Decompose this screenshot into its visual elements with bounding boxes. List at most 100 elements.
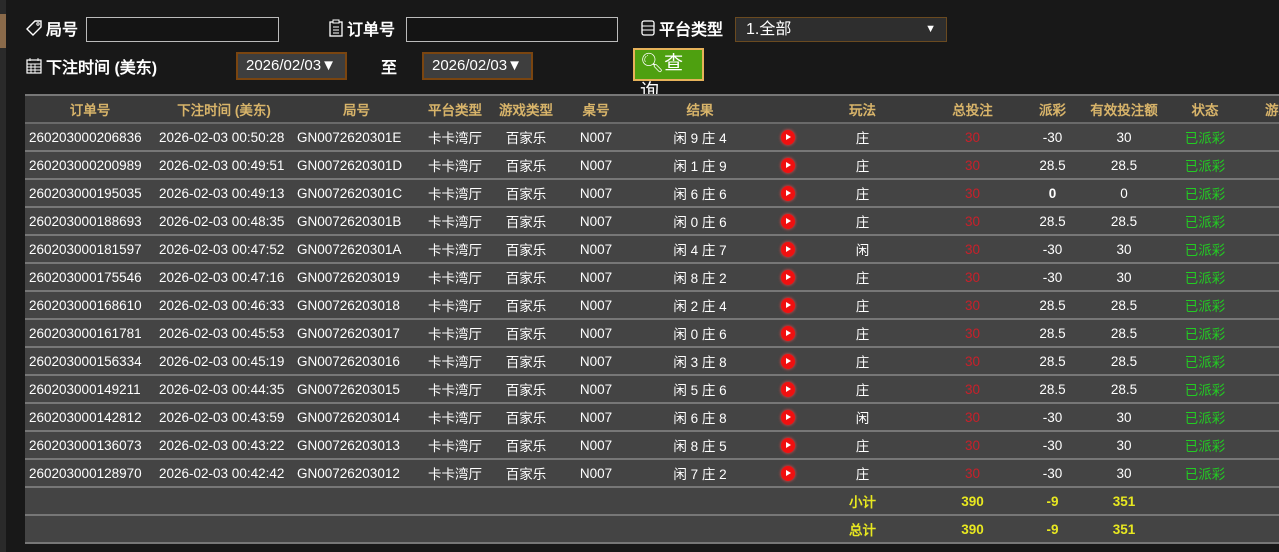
cell-valid-bet: 28.5 bbox=[1080, 207, 1168, 236]
cell-round-no: GN00726203014 bbox=[293, 403, 420, 432]
cell-bet-type: 庄 bbox=[805, 459, 920, 488]
play-video-icon[interactable] bbox=[780, 157, 795, 173]
cell-valid-bet: 28.5 bbox=[1080, 319, 1168, 348]
play-video-icon[interactable] bbox=[780, 381, 795, 397]
cell-bet-time: 2026-02-03 00:45:53 bbox=[155, 319, 293, 348]
subtotal-label: 小计 bbox=[805, 487, 920, 516]
cell-round-no: GN0072620301E bbox=[293, 123, 420, 152]
cell-video bbox=[770, 263, 805, 292]
cell-order-no: 260203000128970 bbox=[25, 459, 155, 488]
cell-total-bet: 30 bbox=[920, 403, 1025, 432]
cell-payout: 28.5 bbox=[1025, 207, 1080, 236]
cell-game-type: 百家乐 bbox=[490, 263, 562, 292]
cell-total-bet: 30 bbox=[920, 263, 1025, 292]
table-header: 订单号 下注时间 (美东) 局号 平台类型 游戏类型 桌号 结果 玩法 总投注 派彩 有效投注额 状态… bbox=[25, 94, 1279, 124]
header-video bbox=[770, 94, 805, 124]
cell-table-no: N007 bbox=[562, 459, 630, 488]
cell-round-no: GN00726203013 bbox=[293, 431, 420, 460]
table-row: 260203000188693 2026-02-03 00:48:35 GN0072… bbox=[25, 207, 1279, 236]
cell-payout: -30 bbox=[1025, 459, 1080, 488]
cell-game bbox=[1242, 123, 1279, 152]
table-row: 260203000195035 2026-02-03 00:49:13 GN0072… bbox=[25, 179, 1279, 208]
cell-payout: 28.5 bbox=[1025, 375, 1080, 404]
cell-result: 闲 8 庄 5 bbox=[630, 431, 770, 460]
cell-platform: 卡卡湾厅 bbox=[420, 263, 490, 292]
total-total-bet: 390 bbox=[920, 515, 1025, 544]
cell-status: 已派彩 bbox=[1168, 263, 1242, 292]
cell-valid-bet: 28.5 bbox=[1080, 347, 1168, 376]
cell-total-bet: 30 bbox=[920, 179, 1025, 208]
play-video-icon[interactable] bbox=[780, 185, 795, 201]
header-valid-bet: 有效投注额 bbox=[1080, 94, 1168, 124]
empty-cell bbox=[770, 515, 805, 544]
empty-cell bbox=[420, 515, 490, 544]
play-video-icon[interactable] bbox=[780, 437, 795, 453]
play-video-icon[interactable] bbox=[780, 297, 795, 313]
play-video-icon[interactable] bbox=[780, 129, 795, 145]
cell-result: 闲 6 庄 6 bbox=[630, 179, 770, 208]
cell-video bbox=[770, 235, 805, 264]
chevron-down-icon: ▼ bbox=[925, 23, 936, 35]
cell-round-no: GN00726203018 bbox=[293, 291, 420, 320]
platform-select[interactable]: 1.全部 ▼ bbox=[735, 17, 947, 42]
cell-video bbox=[770, 403, 805, 432]
round-input[interactable] bbox=[86, 17, 279, 42]
cell-game bbox=[1242, 263, 1279, 292]
cell-bet-time: 2026-02-03 00:47:52 bbox=[155, 235, 293, 264]
cell-bet-type: 庄 bbox=[805, 263, 920, 292]
search-icon: 🔍︎ bbox=[640, 53, 665, 74]
cell-round-no: GN0072620301C bbox=[293, 179, 420, 208]
cell-game bbox=[1242, 291, 1279, 320]
empty-cell bbox=[630, 515, 770, 544]
cell-round-no: GN0072620301A bbox=[293, 235, 420, 264]
cell-round-no: GN0072620301D bbox=[293, 151, 420, 180]
date-from-picker[interactable]: 2026/02/03▼ bbox=[236, 52, 347, 80]
header-platform: 平台类型 bbox=[420, 94, 490, 124]
subtotal-payout: -9 bbox=[1025, 487, 1080, 516]
cell-status: 已派彩 bbox=[1168, 459, 1242, 488]
cell-payout: -30 bbox=[1025, 123, 1080, 152]
empty-cell bbox=[490, 487, 562, 516]
empty-cell bbox=[293, 515, 420, 544]
header-round-no: 局号 bbox=[293, 94, 420, 124]
cell-bet-time: 2026-02-03 00:43:59 bbox=[155, 403, 293, 432]
cell-bet-time: 2026-02-03 00:45:19 bbox=[155, 347, 293, 376]
play-video-icon[interactable] bbox=[780, 465, 795, 481]
play-video-icon[interactable] bbox=[780, 213, 795, 229]
empty-cell bbox=[630, 487, 770, 516]
play-video-icon[interactable] bbox=[780, 241, 795, 257]
cell-bet-time: 2026-02-03 00:44:35 bbox=[155, 375, 293, 404]
play-video-icon[interactable] bbox=[780, 353, 795, 369]
play-video-icon[interactable] bbox=[780, 409, 795, 425]
cell-platform: 卡卡湾厅 bbox=[420, 347, 490, 376]
play-video-icon[interactable] bbox=[780, 269, 795, 285]
total-payout: -9 bbox=[1025, 515, 1080, 544]
clipboard-icon bbox=[329, 19, 343, 37]
cell-total-bet: 30 bbox=[920, 123, 1025, 152]
cell-valid-bet: 30 bbox=[1080, 235, 1168, 264]
query-button[interactable]: 🔍︎查询 bbox=[633, 48, 704, 102]
empty-cell bbox=[1168, 515, 1242, 544]
cell-status: 已派彩 bbox=[1168, 431, 1242, 460]
cell-platform: 卡卡湾厅 bbox=[420, 459, 490, 488]
cell-payout: 28.5 bbox=[1025, 151, 1080, 180]
table-row: 260203000149211 2026-02-03 00:44:35 GN0072… bbox=[25, 375, 1279, 404]
empty-cell bbox=[155, 515, 293, 544]
server-icon bbox=[641, 20, 655, 36]
cell-result: 闲 4 庄 7 bbox=[630, 235, 770, 264]
order-input[interactable] bbox=[406, 17, 618, 42]
cell-bet-time: 2026-02-03 00:49:51 bbox=[155, 151, 293, 180]
cell-round-no: GN00726203017 bbox=[293, 319, 420, 348]
cell-game-type: 百家乐 bbox=[490, 375, 562, 404]
cell-order-no: 260203000195035 bbox=[25, 179, 155, 208]
date-to-picker[interactable]: 2026/02/03▼ bbox=[422, 52, 533, 80]
bet-records-table: 订单号 下注时间 (美东) 局号 平台类型 游戏类型 桌号 结果 玩法 总投注 派彩 有效投注额 状态… bbox=[25, 94, 1279, 544]
cell-platform: 卡卡湾厅 bbox=[420, 291, 490, 320]
cell-bet-type: 闲 bbox=[805, 403, 920, 432]
cell-table-no: N007 bbox=[562, 207, 630, 236]
cell-game-type: 百家乐 bbox=[490, 347, 562, 376]
cell-bet-time: 2026-02-03 00:48:35 bbox=[155, 207, 293, 236]
calendar-icon bbox=[26, 58, 42, 74]
empty-cell bbox=[155, 487, 293, 516]
play-video-icon[interactable] bbox=[780, 325, 795, 341]
